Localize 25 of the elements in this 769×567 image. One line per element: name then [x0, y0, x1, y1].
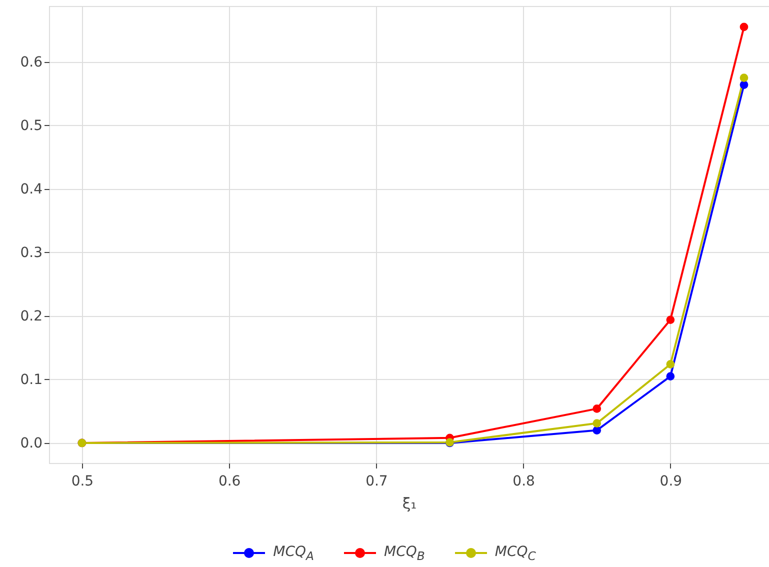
- x-tick-label: 0.5: [71, 474, 94, 490]
- x-axis-title: ξ₁: [402, 494, 417, 512]
- point: [740, 74, 748, 82]
- point: [592, 419, 602, 428]
- point: [740, 22, 748, 32]
- point: [666, 372, 675, 380]
- y-tick-label: 0.6: [20, 54, 43, 70]
- x-tick-label: 0.9: [660, 474, 682, 490]
- legend-label: MCQ$_{C}$: [494, 544, 536, 563]
- point: [666, 316, 675, 324]
- x-tick-label: 0.6: [218, 474, 241, 490]
- y-tick-label: 0.2: [20, 308, 42, 324]
- y-tick-label: 0.5: [20, 118, 42, 134]
- y-tick-label: 0.3: [20, 244, 42, 261]
- legend-label: MCQ$_{B}$: [384, 544, 425, 563]
- legend-label: MCQ$_{A}$: [273, 544, 314, 563]
- y-tick-label: 0.1: [20, 372, 42, 388]
- point: [666, 360, 675, 368]
- point: [740, 80, 748, 89]
- x-tick-label: 0.8: [512, 474, 535, 490]
- y-tick-label: 0.0: [20, 435, 42, 452]
- y-tick-label: 0.4: [20, 181, 43, 198]
- point: [592, 426, 602, 434]
- point: [592, 404, 602, 413]
- x-tick-label: 0.7: [366, 474, 388, 490]
